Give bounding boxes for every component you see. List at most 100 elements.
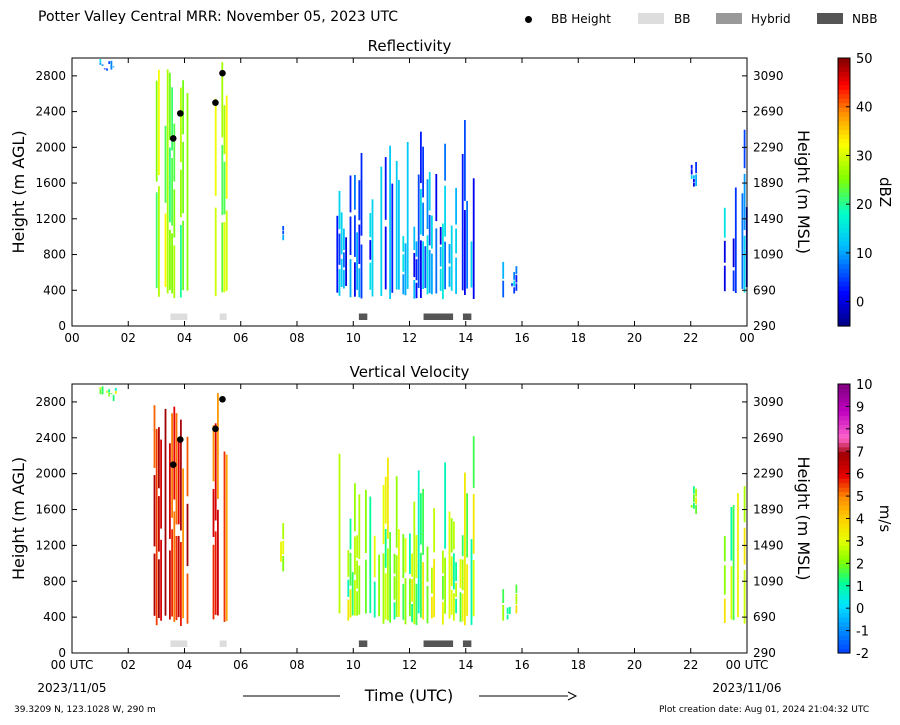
vel-heatmap-column [173, 511, 176, 622]
vel-heatmap-column [690, 505, 693, 508]
refl-heatmap-column [180, 224, 182, 298]
vel-colorbar-tick-label: 4 [856, 513, 864, 528]
vel-date-label: 2023/11/06 [712, 681, 781, 695]
vel-colorbar-segment [838, 549, 850, 555]
refl-colorbar-segment [838, 66, 850, 72]
vel-heatmap-column [444, 557, 446, 614]
refl-colorbar-tick-label: 0 [856, 296, 864, 311]
vel-colorbar-label: m/s [876, 505, 894, 533]
vel-colorbar-segment [838, 563, 850, 569]
refl-heatmap-column [182, 141, 184, 214]
refl-heatmap-column [723, 265, 726, 292]
vel-heatmap-column [502, 604, 505, 621]
refl-heatmap-column [455, 257, 457, 294]
vel-heatmap-column [444, 462, 446, 549]
vel-y-right-tick-label: 1490 [753, 538, 784, 552]
vel-heatmap-column [158, 496, 160, 552]
vel-heatmap-column [387, 457, 389, 539]
vel-heatmap-column [404, 538, 407, 573]
vel-heatmap-column [106, 390, 108, 392]
refl-heatmap-column [354, 262, 356, 297]
vel-colorbar-segment [838, 397, 850, 403]
refl-heatmap-column [360, 153, 363, 236]
vel-y-tick-label: 2800 [35, 395, 66, 409]
refl-heatmap-column [336, 215, 339, 293]
refl-heatmap-column [384, 226, 387, 290]
vel-heatmap-column [515, 584, 518, 593]
vel-heatmap-column [411, 579, 413, 602]
refl-heatmap-column [155, 192, 158, 289]
refl-heatmap-column [431, 253, 433, 295]
refl-colorbar-segment [838, 107, 850, 113]
refl-heatmap-column [723, 207, 726, 238]
refl-heatmap-column [171, 233, 173, 294]
vel-heatmap-column [472, 436, 475, 488]
vel-y-right-tick-label: 1090 [753, 574, 784, 588]
refl-heatmap-column [171, 158, 173, 226]
vel-colorbar-segment [838, 455, 850, 461]
refl-colorbar-segment [838, 245, 850, 251]
refl-heatmap-column [369, 213, 372, 238]
refl-heatmap-column [466, 200, 468, 289]
vel-heatmap-column [114, 387, 117, 391]
refl-heatmap-column [358, 180, 361, 221]
vel-heatmap-column [106, 391, 108, 393]
vel-heatmap-column [384, 529, 387, 568]
vel-heatmap-column [351, 572, 354, 616]
refl-heatmap-column [214, 98, 217, 196]
vel-colorbar-segment [838, 594, 850, 600]
refl-heatmap-column [345, 237, 347, 286]
refl-heatmap-column [695, 162, 697, 174]
refl-x-tick-label: 04 [177, 331, 192, 345]
vel-heatmap-column [158, 427, 160, 489]
refl-heatmap-column [371, 199, 374, 297]
vel-heatmap-column [153, 405, 156, 468]
vel-heatmap-column [450, 589, 453, 615]
vel-colorbar-segment [838, 514, 850, 520]
refl-heatmap-column [431, 215, 433, 249]
refl-heatmap-column [155, 80, 158, 182]
vel-bb-type-nbb [358, 640, 368, 647]
vel-title: Vertical Velocity [350, 363, 470, 381]
refl-colorbar-segment [838, 241, 850, 247]
refl-heatmap-column [513, 272, 516, 280]
vel-heatmap-column [347, 579, 350, 597]
refl-heatmap-column [369, 240, 372, 260]
vel-heatmap-column [415, 583, 418, 625]
refl-colorbar-segment [838, 116, 850, 122]
refl-heatmap-column [439, 227, 442, 245]
vel-heatmap-column [99, 389, 102, 392]
refl-x-tick-label: 10 [346, 331, 361, 345]
vel-heatmap-column [426, 585, 429, 624]
vel-colorbar-segment [838, 630, 850, 636]
vel-colorbar-tick-label: 7 [856, 445, 864, 460]
refl-colorbar-segment [838, 89, 850, 95]
vel-heatmap-column [365, 489, 367, 553]
vel-heatmap-column [723, 598, 726, 624]
vel-heatmap-column [349, 552, 352, 586]
refl-heatmap-column [690, 169, 693, 175]
vel-heatmap-column [349, 589, 352, 618]
vel-heatmap-column [693, 486, 695, 494]
vel-ylabel: Height (m AGL) [9, 457, 28, 580]
vel-bb-type-nbb [423, 640, 454, 647]
refl-colorbar-tick-label: 10 [856, 247, 873, 262]
refl-heatmap-column [455, 228, 457, 254]
refl-heatmap-column [340, 212, 343, 255]
vel-colorbar-segment [838, 599, 850, 605]
refl-y-right-tick-label: 3090 [753, 69, 784, 83]
vel-heatmap-column [171, 529, 173, 617]
vel-heatmap-column [398, 529, 400, 617]
refl-heatmap-column [384, 157, 387, 220]
refl-y-tick-label: 400 [43, 283, 66, 297]
refl-heatmap-column [428, 249, 431, 294]
refl-heatmap-column [106, 68, 108, 70]
vel-colorbar-tick-label: 5 [856, 490, 864, 505]
vel-heatmap-column [455, 582, 457, 597]
vel-colorbar-segment [838, 446, 850, 452]
vel-heatmap-column [455, 598, 457, 614]
refl-heatmap-column [169, 72, 171, 140]
vel-heatmap-column [382, 553, 385, 624]
vel-heatmap-column [426, 546, 429, 582]
